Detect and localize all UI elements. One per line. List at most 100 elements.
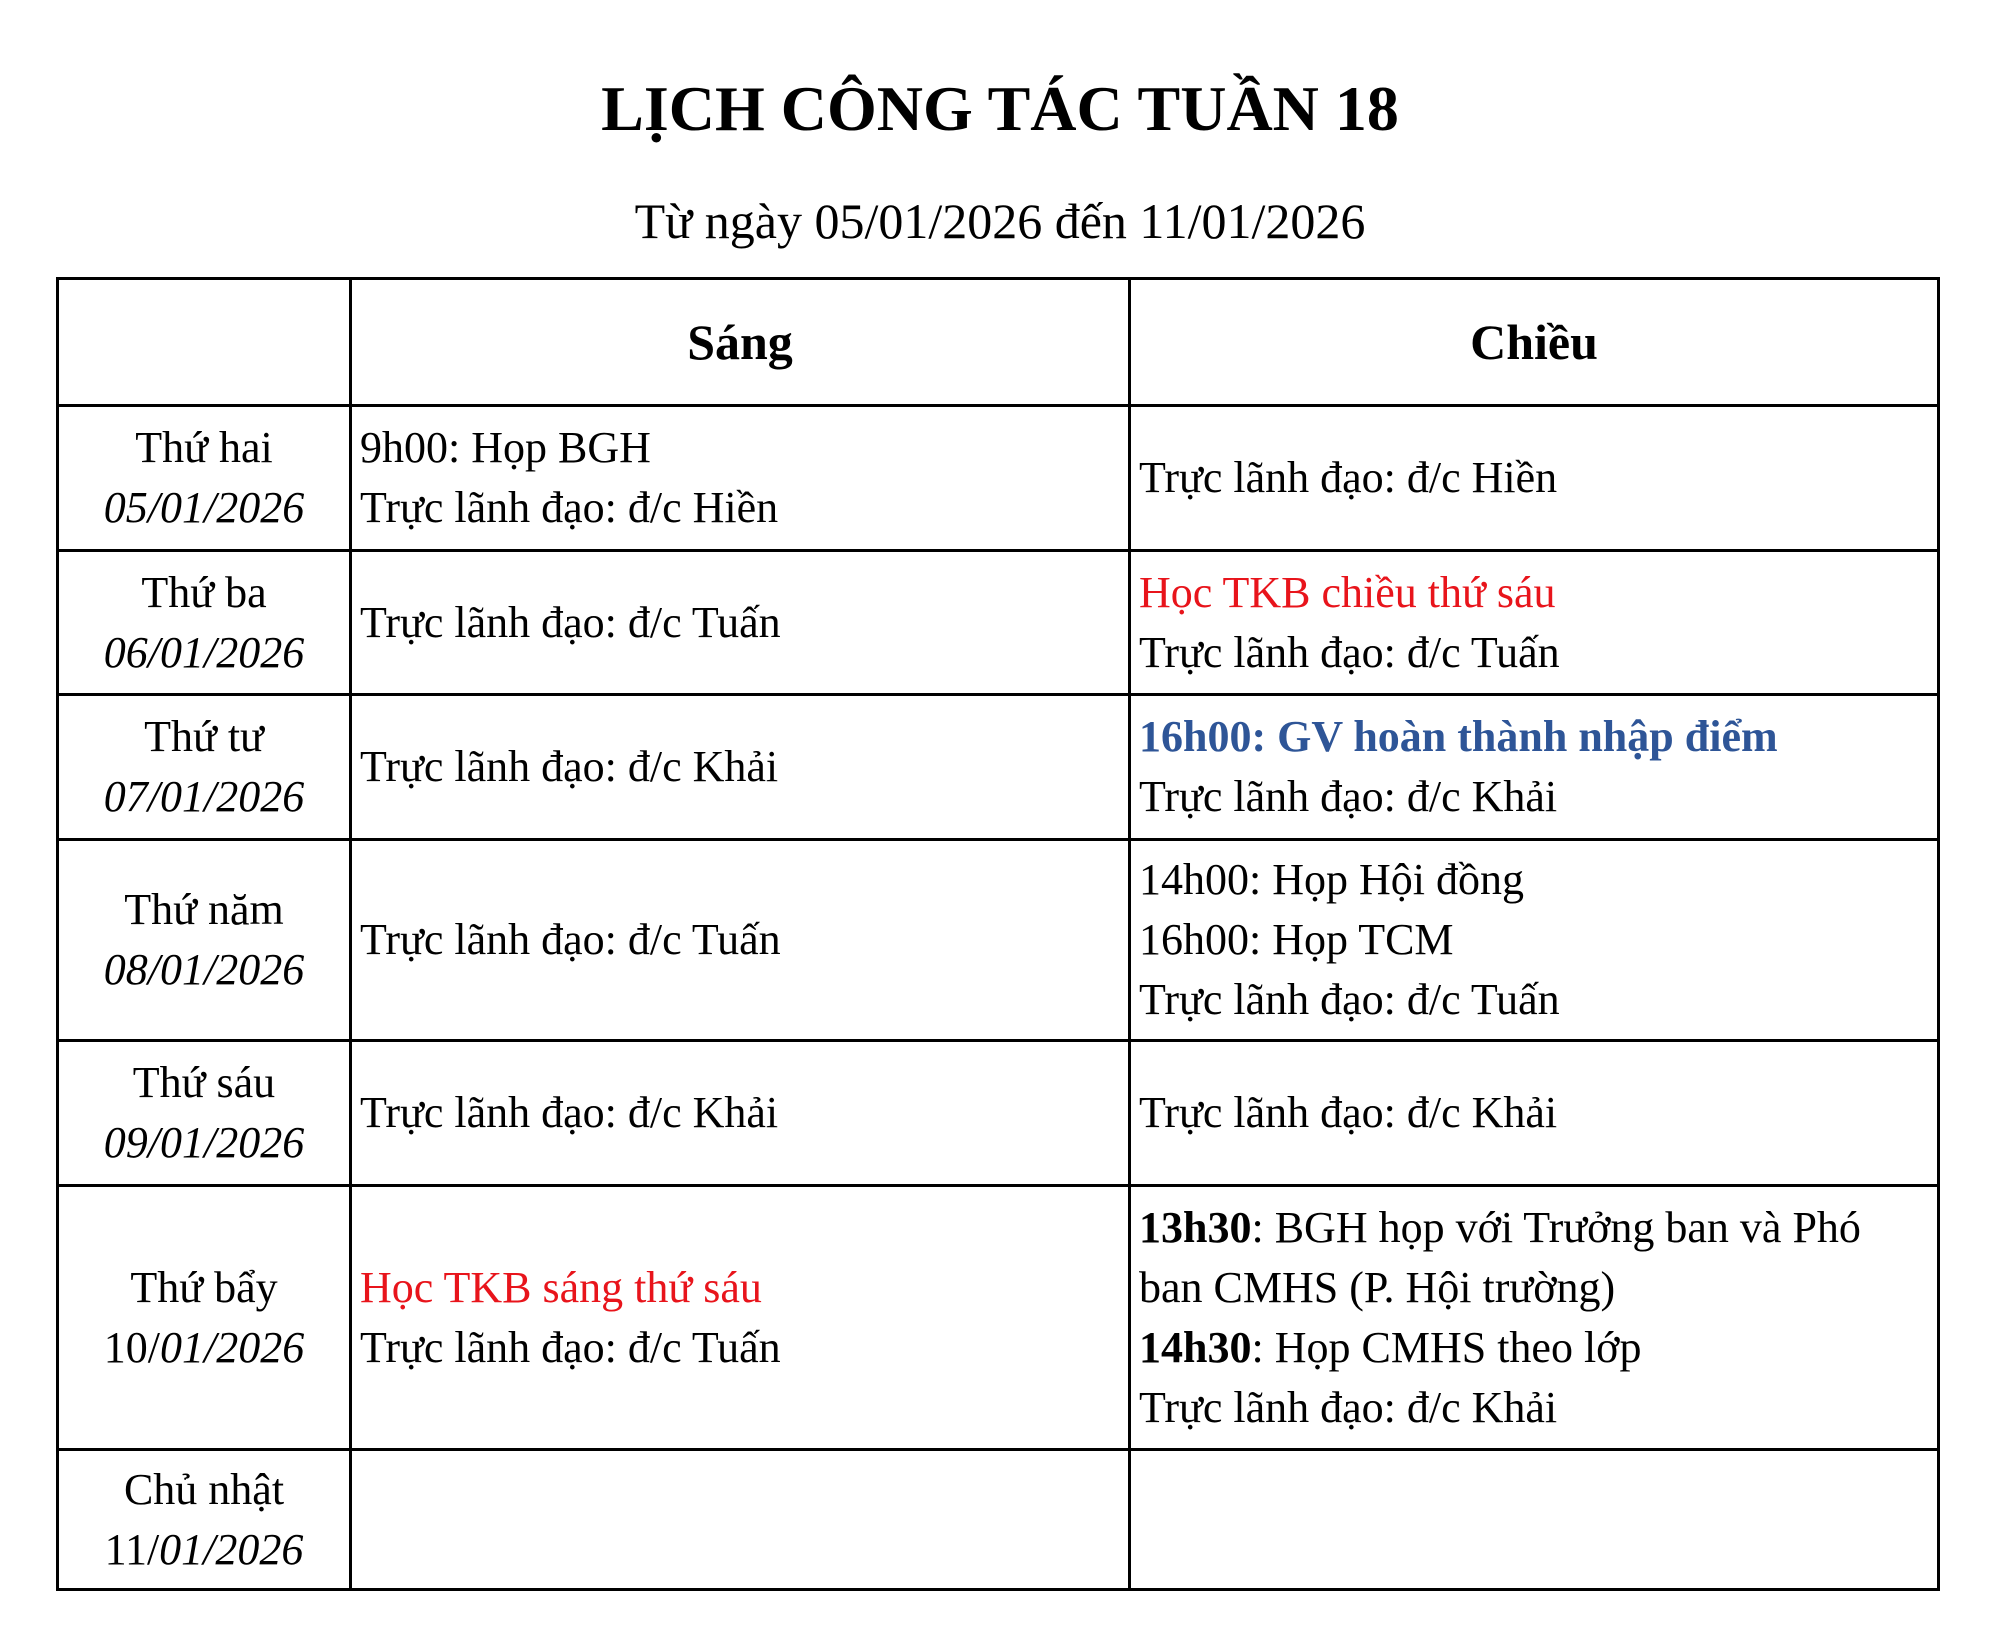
- afternoon-entry: 14h00: Họp Hội đồng: [1139, 850, 1929, 910]
- day-cell: Thứ hai 05/01/2026: [56, 404, 352, 552]
- afternoon-entry: ban CMHS (P. Hội trường): [1139, 1258, 1929, 1318]
- afternoon-entry: Trực lãnh đạo: đ/c Tuấn: [1139, 970, 1929, 1030]
- entry-text: Trực lãnh đạo: đ/c Hiền: [360, 483, 779, 532]
- day-name: Thứ năm: [124, 885, 284, 934]
- table-row: Thứ sáu 09/01/2026 Trực lãnh đạo: đ/c Khải…: [56, 1039, 1940, 1187]
- entry-text: Học TKB sáng thứ sáu: [360, 1262, 762, 1312]
- day-cell: Chủ nhật 11/01/2026: [56, 1448, 352, 1591]
- afternoon-entry: Trực lãnh đạo: đ/c Khải: [1139, 1378, 1929, 1438]
- entry-text: ban CMHS (P. Hội trường): [1139, 1262, 1616, 1312]
- morning-cell: Trực lãnh đạo: đ/c Khải: [349, 693, 1131, 841]
- morning-entry: Trực lãnh đạo: đ/c Khải: [360, 737, 1120, 797]
- afternoon-entry: Học TKB chiều thứ sáu: [1139, 563, 1929, 623]
- day-cell: Thứ bẩy 10/01/2026: [56, 1184, 352, 1451]
- table-row: Thứ ba 06/01/2026 Trực lãnh đạo: đ/c Tuấn H…: [56, 549, 1940, 696]
- entry-text: : BGH họp với Trưởng ban và Phó: [1251, 1202, 1861, 1252]
- day-date: 08/01/2026: [67, 940, 341, 1000]
- day-cell: Thứ tư 07/01/2026: [56, 693, 352, 841]
- entry-text: Trực lãnh đạo: đ/c Tuấn: [1139, 627, 1560, 677]
- entry-text: 9h00: Họp BGH: [360, 423, 651, 472]
- date-value: 08/01/2026: [103, 945, 305, 994]
- afternoon-cell: Trực lãnh đạo: đ/c Khải: [1128, 1039, 1940, 1187]
- header-afternoon: Chiều: [1128, 277, 1940, 407]
- morning-cell: Trực lãnh đạo: đ/c Khải: [349, 1039, 1131, 1187]
- date-value: 01/2026: [159, 1524, 304, 1574]
- entry-text: Trực lãnh đạo: đ/c Khải: [1139, 772, 1558, 821]
- day-name: Thứ sáu: [132, 1058, 276, 1107]
- morning-cell: [349, 1448, 1131, 1591]
- day-cell: Thứ năm 08/01/2026: [56, 838, 352, 1042]
- table-row: Thứ bẩy 10/01/2026 Học TKB sáng thứ sáu Trự…: [56, 1184, 1940, 1451]
- entry-text: Học TKB chiều thứ sáu: [1139, 567, 1556, 617]
- date-prefix: 10/: [103, 1322, 160, 1372]
- entry-text: Trực lãnh đạo: đ/c Hiền: [1139, 453, 1558, 502]
- table-row: Chủ nhật 11/01/2026: [56, 1448, 1940, 1591]
- afternoon-cell: 16h00: GV hoàn thành nhập điểm Trực lãnh …: [1128, 693, 1940, 841]
- morning-cell: 9h00: Họp BGH Trực lãnh đạo: đ/c Hiền: [349, 404, 1131, 552]
- day-date: 05/01/2026: [67, 478, 341, 538]
- day-name: Thứ hai: [135, 423, 273, 472]
- afternoon-entry: Trực lãnh đạo: đ/c Tuấn: [1139, 623, 1929, 683]
- header-row: Sáng Chiều: [56, 277, 1940, 407]
- day-cell: Thứ sáu 09/01/2026: [56, 1039, 352, 1187]
- afternoon-entry: 13h30: BGH họp với Trưởng ban và Phó: [1139, 1198, 1929, 1258]
- table-row: Thứ tư 07/01/2026 Trực lãnh đạo: đ/c Khải 1…: [56, 693, 1940, 841]
- date-value: 06/01/2026: [103, 627, 305, 677]
- entry-time: 13h30: [1139, 1202, 1252, 1252]
- entry-text: Trực lãnh đạo: đ/c Tuấn: [360, 597, 781, 647]
- afternoon-entry: 16h00: GV hoàn thành nhập điểm: [1139, 707, 1929, 767]
- day-name: Thứ bẩy: [130, 1262, 278, 1312]
- afternoon-cell: Trực lãnh đạo: đ/c Hiền: [1128, 404, 1940, 552]
- morning-entry: 9h00: Họp BGH: [360, 418, 1120, 478]
- morning-entry: Trực lãnh đạo: đ/c Tuấn: [360, 910, 1120, 970]
- afternoon-entry: Trực lãnh đạo: đ/c Khải: [1139, 1083, 1929, 1143]
- entry-text: Trực lãnh đạo: đ/c Khải: [360, 1088, 779, 1137]
- page-title: LỊCH CÔNG TÁC TUẦN 18: [601, 73, 1399, 144]
- morning-entry: Trực lãnh đạo: đ/c Hiền: [360, 478, 1120, 538]
- afternoon-cell: [1128, 1448, 1940, 1591]
- afternoon-cell: 14h00: Họp Hội đồng 16h00: Họp TCM Trực lã…: [1128, 838, 1940, 1042]
- day-name: Chủ nhật: [123, 1464, 285, 1514]
- afternoon-entry: Trực lãnh đạo: đ/c Khải: [1139, 767, 1929, 827]
- morning-entry: Trực lãnh đạo: đ/c Tuấn: [360, 593, 1120, 653]
- table-row: Thứ hai 05/01/2026 9h00: Họp BGH Trực lãnh …: [56, 404, 1940, 552]
- morning-entry: Trực lãnh đạo: đ/c Tuấn: [360, 1318, 1120, 1378]
- entry-text: Trực lãnh đạo: đ/c Tuấn: [1139, 975, 1560, 1024]
- morning-cell: Trực lãnh đạo: đ/c Tuấn: [349, 549, 1131, 696]
- entry-text: Trực lãnh đạo: đ/c Khải: [1139, 1382, 1558, 1432]
- day-name: Thứ tư: [144, 712, 264, 761]
- afternoon-cell: Học TKB chiều thứ sáu Trực lãnh đạo: đ/c …: [1128, 549, 1940, 696]
- entry-text: 16h00: GV hoàn thành nhập điểm: [1139, 712, 1778, 761]
- table-row: Thứ năm 08/01/2026 Trực lãnh đạo: đ/c Tuấn…: [56, 838, 1940, 1042]
- day-date: 07/01/2026: [67, 767, 341, 827]
- morning-entry: Học TKB sáng thứ sáu: [360, 1258, 1120, 1318]
- entry-text: 16h00: Họp TCM: [1139, 915, 1454, 964]
- entry-text: Trực lãnh đạo: đ/c Khải: [1139, 1088, 1558, 1137]
- afternoon-cell: 13h30: BGH họp với Trưởng ban và Phó ban …: [1128, 1184, 1940, 1451]
- morning-cell: Trực lãnh đạo: đ/c Tuấn: [349, 838, 1131, 1042]
- day-date: 06/01/2026: [67, 623, 341, 683]
- header-day: [56, 277, 352, 407]
- day-name: Thứ ba: [141, 567, 267, 617]
- entry-time: 14h30: [1139, 1322, 1252, 1372]
- day-cell: Thứ ba 06/01/2026: [56, 549, 352, 696]
- date-value: 07/01/2026: [103, 772, 305, 821]
- morning-entry: Trực lãnh đạo: đ/c Khải: [360, 1083, 1120, 1143]
- afternoon-entry: Trực lãnh đạo: đ/c Hiền: [1139, 448, 1929, 508]
- date-value: 01/2026: [160, 1322, 305, 1372]
- date-value: 09/01/2026: [103, 1118, 305, 1167]
- date-value: 05/01/2026: [103, 483, 305, 532]
- morning-cell: Học TKB sáng thứ sáu Trực lãnh đạo: đ/c T…: [349, 1184, 1131, 1451]
- schedule-table: Sáng Chiều Thứ hai 05/01/2026 9h00: Họp BG…: [56, 277, 1940, 1591]
- entry-text: Trực lãnh đạo: đ/c Tuấn: [360, 1322, 781, 1372]
- date-prefix: 11/: [104, 1524, 160, 1574]
- header-morning: Sáng: [349, 277, 1131, 407]
- entry-text: : Họp CMHS theo lớp: [1251, 1322, 1642, 1372]
- entry-text: Trực lãnh đạo: đ/c Khải: [360, 742, 779, 791]
- afternoon-entry: 16h00: Họp TCM: [1139, 910, 1929, 970]
- entry-text: 14h00: Họp Hội đồng: [1139, 855, 1524, 904]
- day-date: 11/01/2026: [67, 1520, 341, 1580]
- afternoon-entry: 14h30: Họp CMHS theo lớp: [1139, 1318, 1929, 1378]
- date-range: Từ ngày 05/01/2026 đến 11/01/2026: [634, 193, 1366, 249]
- entry-text: Trực lãnh đạo: đ/c Tuấn: [360, 915, 781, 964]
